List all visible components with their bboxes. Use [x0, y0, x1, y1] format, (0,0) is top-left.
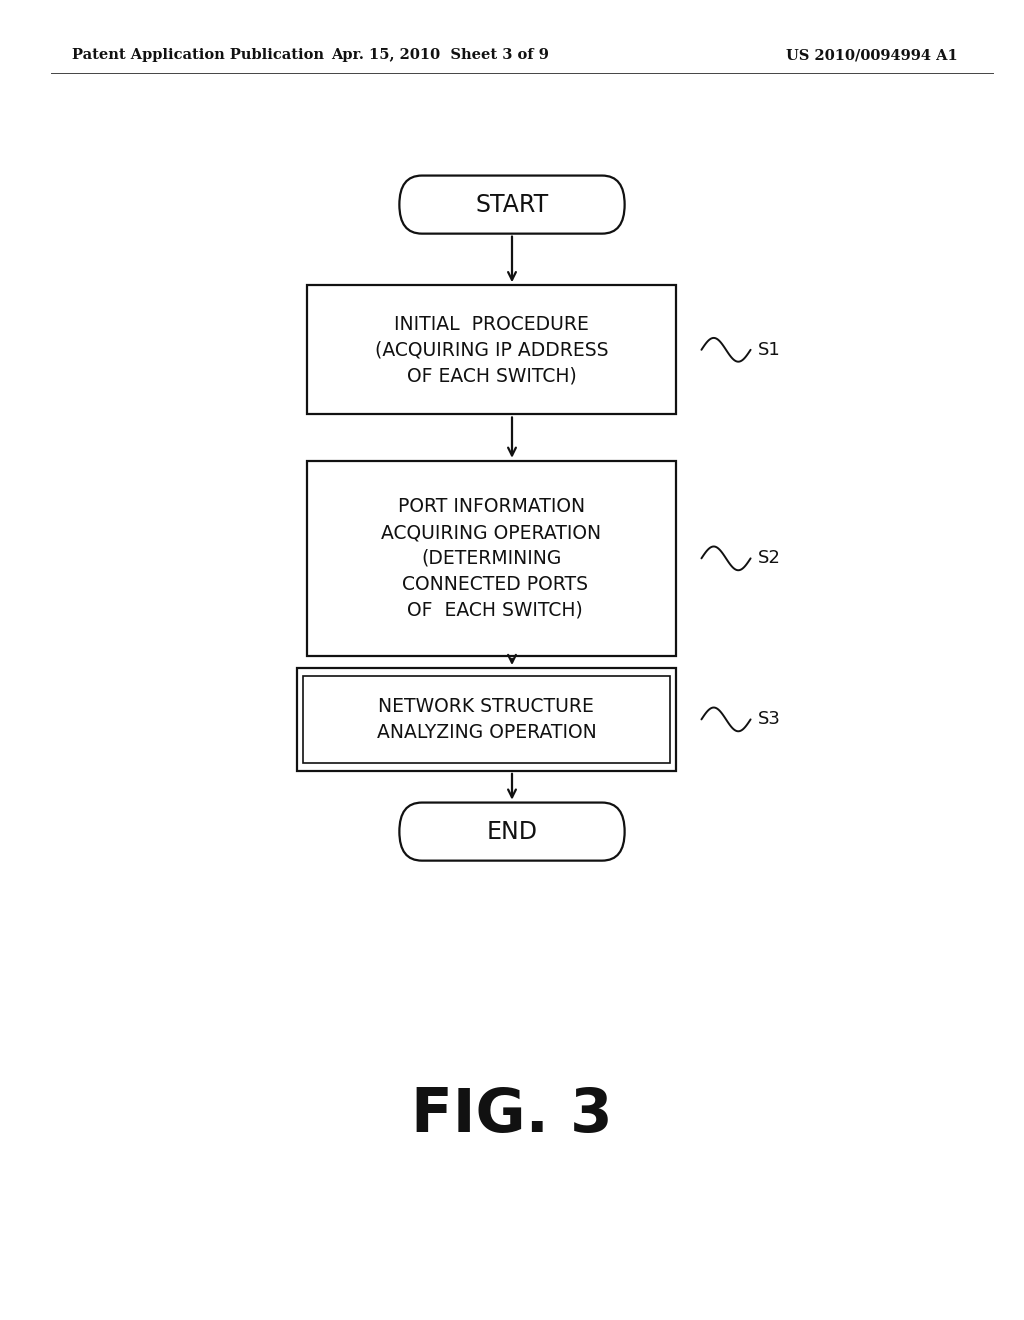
- Bar: [307, 285, 676, 414]
- Bar: [303, 676, 670, 763]
- Text: US 2010/0094994 A1: US 2010/0094994 A1: [785, 49, 957, 62]
- Text: FIG. 3: FIG. 3: [412, 1086, 612, 1144]
- Text: END: END: [486, 820, 538, 843]
- Bar: [297, 668, 676, 771]
- Text: PORT INFORMATION
ACQUIRING OPERATION
(DETERMINING
 CONNECTED PORTS
 OF  EACH SWI: PORT INFORMATION ACQUIRING OPERATION (DE…: [382, 498, 601, 619]
- Text: Apr. 15, 2010  Sheet 3 of 9: Apr. 15, 2010 Sheet 3 of 9: [332, 49, 549, 62]
- FancyBboxPatch shape: [399, 176, 625, 234]
- Text: S2: S2: [758, 549, 780, 568]
- Text: S1: S1: [758, 341, 780, 359]
- FancyBboxPatch shape: [399, 803, 625, 861]
- Text: Patent Application Publication: Patent Application Publication: [72, 49, 324, 62]
- Bar: [307, 461, 676, 656]
- Text: INITIAL  PROCEDURE
(ACQUIRING IP ADDRESS
OF EACH SWITCH): INITIAL PROCEDURE (ACQUIRING IP ADDRESS …: [375, 314, 608, 385]
- Text: S3: S3: [758, 710, 780, 729]
- Text: NETWORK STRUCTURE
ANALYZING OPERATION: NETWORK STRUCTURE ANALYZING OPERATION: [377, 697, 596, 742]
- Text: START: START: [475, 193, 549, 216]
